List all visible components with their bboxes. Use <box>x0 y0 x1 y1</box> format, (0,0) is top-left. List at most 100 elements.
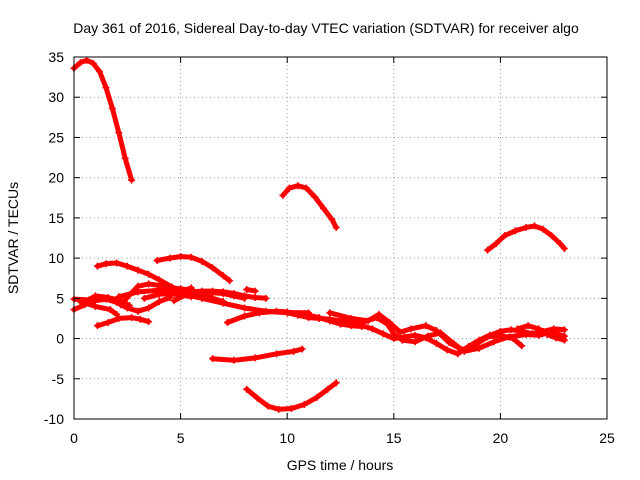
data-point <box>311 193 319 201</box>
series-arc-10 <box>153 253 234 285</box>
data-point <box>226 277 234 285</box>
data-point <box>251 287 259 295</box>
data-point <box>556 240 564 248</box>
data-point <box>108 104 116 112</box>
x-tick-label: 5 <box>177 430 185 446</box>
data-point <box>224 318 232 326</box>
data-point <box>279 191 287 199</box>
y-tick-label: 30 <box>48 89 64 105</box>
data-point <box>209 264 217 272</box>
data-point <box>93 322 101 330</box>
data-point <box>358 318 366 326</box>
data-point <box>198 287 206 295</box>
x-tick-label: 20 <box>493 430 509 446</box>
data-point <box>449 339 457 347</box>
data-point <box>115 129 123 137</box>
x-tick-label: 25 <box>599 430 615 446</box>
data-point <box>230 290 238 298</box>
data-point <box>560 326 568 334</box>
y-tick-label: 15 <box>48 210 64 226</box>
series-arc-1 <box>70 56 136 184</box>
series-arc-14 <box>209 345 306 364</box>
data-point <box>302 184 310 192</box>
data-point <box>524 322 532 330</box>
data-point <box>243 385 251 393</box>
data-point <box>347 314 355 322</box>
data-point <box>398 336 406 344</box>
series-group <box>70 56 568 413</box>
data-point <box>535 325 543 333</box>
data-point <box>492 240 500 248</box>
series-arc-19 <box>358 314 568 355</box>
data-point <box>373 314 381 322</box>
data-point <box>113 259 121 267</box>
data-point <box>177 253 185 261</box>
y-tick-label: 35 <box>48 49 64 65</box>
data-point <box>390 330 398 338</box>
data-point <box>407 325 415 333</box>
series-arc-11 <box>170 287 270 305</box>
data-point <box>96 67 104 75</box>
data-point <box>337 317 344 325</box>
data-point <box>198 257 206 265</box>
data-point <box>136 315 144 323</box>
data-point <box>145 318 153 326</box>
data-point <box>121 154 129 162</box>
data-point <box>230 356 238 364</box>
data-point <box>305 314 313 322</box>
data-point <box>128 314 136 322</box>
data-point <box>424 332 432 340</box>
data-point <box>298 345 306 353</box>
x-tick-label: 10 <box>279 430 295 446</box>
data-point <box>552 334 560 342</box>
data-point <box>134 307 142 315</box>
data-point <box>328 215 336 223</box>
data-point <box>253 394 261 402</box>
data-point <box>505 333 513 341</box>
data-point <box>383 320 391 328</box>
data-point <box>522 224 530 232</box>
data-point <box>283 309 291 317</box>
data-point <box>290 347 298 355</box>
axis-ticks <box>73 56 608 420</box>
data-point <box>123 262 131 270</box>
data-point <box>285 184 293 192</box>
x-tick-label: 0 <box>70 430 78 446</box>
data-point <box>543 331 551 339</box>
data-point <box>155 298 163 306</box>
chart-title: Day 361 of 2016, Sidereal Day-to-day VTE… <box>73 20 579 36</box>
data-point <box>484 333 492 341</box>
y-tick-label: -10 <box>44 411 64 427</box>
data-point <box>326 315 334 323</box>
data-point <box>209 355 217 363</box>
data-point <box>313 393 321 401</box>
x-axis-label: GPS time / hours <box>287 457 394 473</box>
data-point <box>219 272 227 280</box>
data-point <box>454 350 462 358</box>
data-point <box>145 304 153 312</box>
data-point <box>219 288 227 296</box>
data-point <box>209 287 217 295</box>
series-arc-5 <box>93 314 153 330</box>
y-tick-labels: -10 -5 0 5 10 15 20 25 30 35 <box>44 49 64 427</box>
data-point <box>513 325 521 333</box>
series-line <box>280 183 339 230</box>
data-point <box>560 336 568 344</box>
data-point <box>326 309 334 317</box>
data-point <box>287 405 295 413</box>
y-tick-label: 0 <box>56 331 64 347</box>
data-point <box>166 290 174 298</box>
data-point <box>117 301 125 309</box>
data-point <box>507 326 515 334</box>
y-tick-label: 25 <box>48 129 64 145</box>
data-point <box>251 354 259 362</box>
data-point <box>106 306 114 314</box>
data-point <box>155 290 163 298</box>
data-point <box>128 176 136 184</box>
data-point <box>134 288 142 296</box>
data-point <box>300 401 308 409</box>
data-point <box>91 292 99 300</box>
data-point <box>102 260 110 268</box>
data-point <box>319 204 327 212</box>
data-point <box>411 338 419 346</box>
